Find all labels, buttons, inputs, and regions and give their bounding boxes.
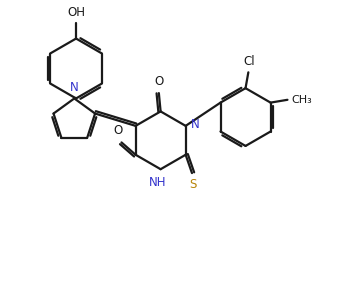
Text: CH₃: CH₃ — [292, 95, 312, 105]
Text: N: N — [70, 81, 79, 94]
Text: N: N — [191, 118, 200, 131]
Text: Cl: Cl — [243, 55, 255, 68]
Text: O: O — [113, 124, 123, 137]
Text: O: O — [154, 75, 163, 88]
Text: OH: OH — [67, 6, 85, 19]
Text: S: S — [189, 178, 196, 191]
Text: NH: NH — [149, 176, 167, 189]
